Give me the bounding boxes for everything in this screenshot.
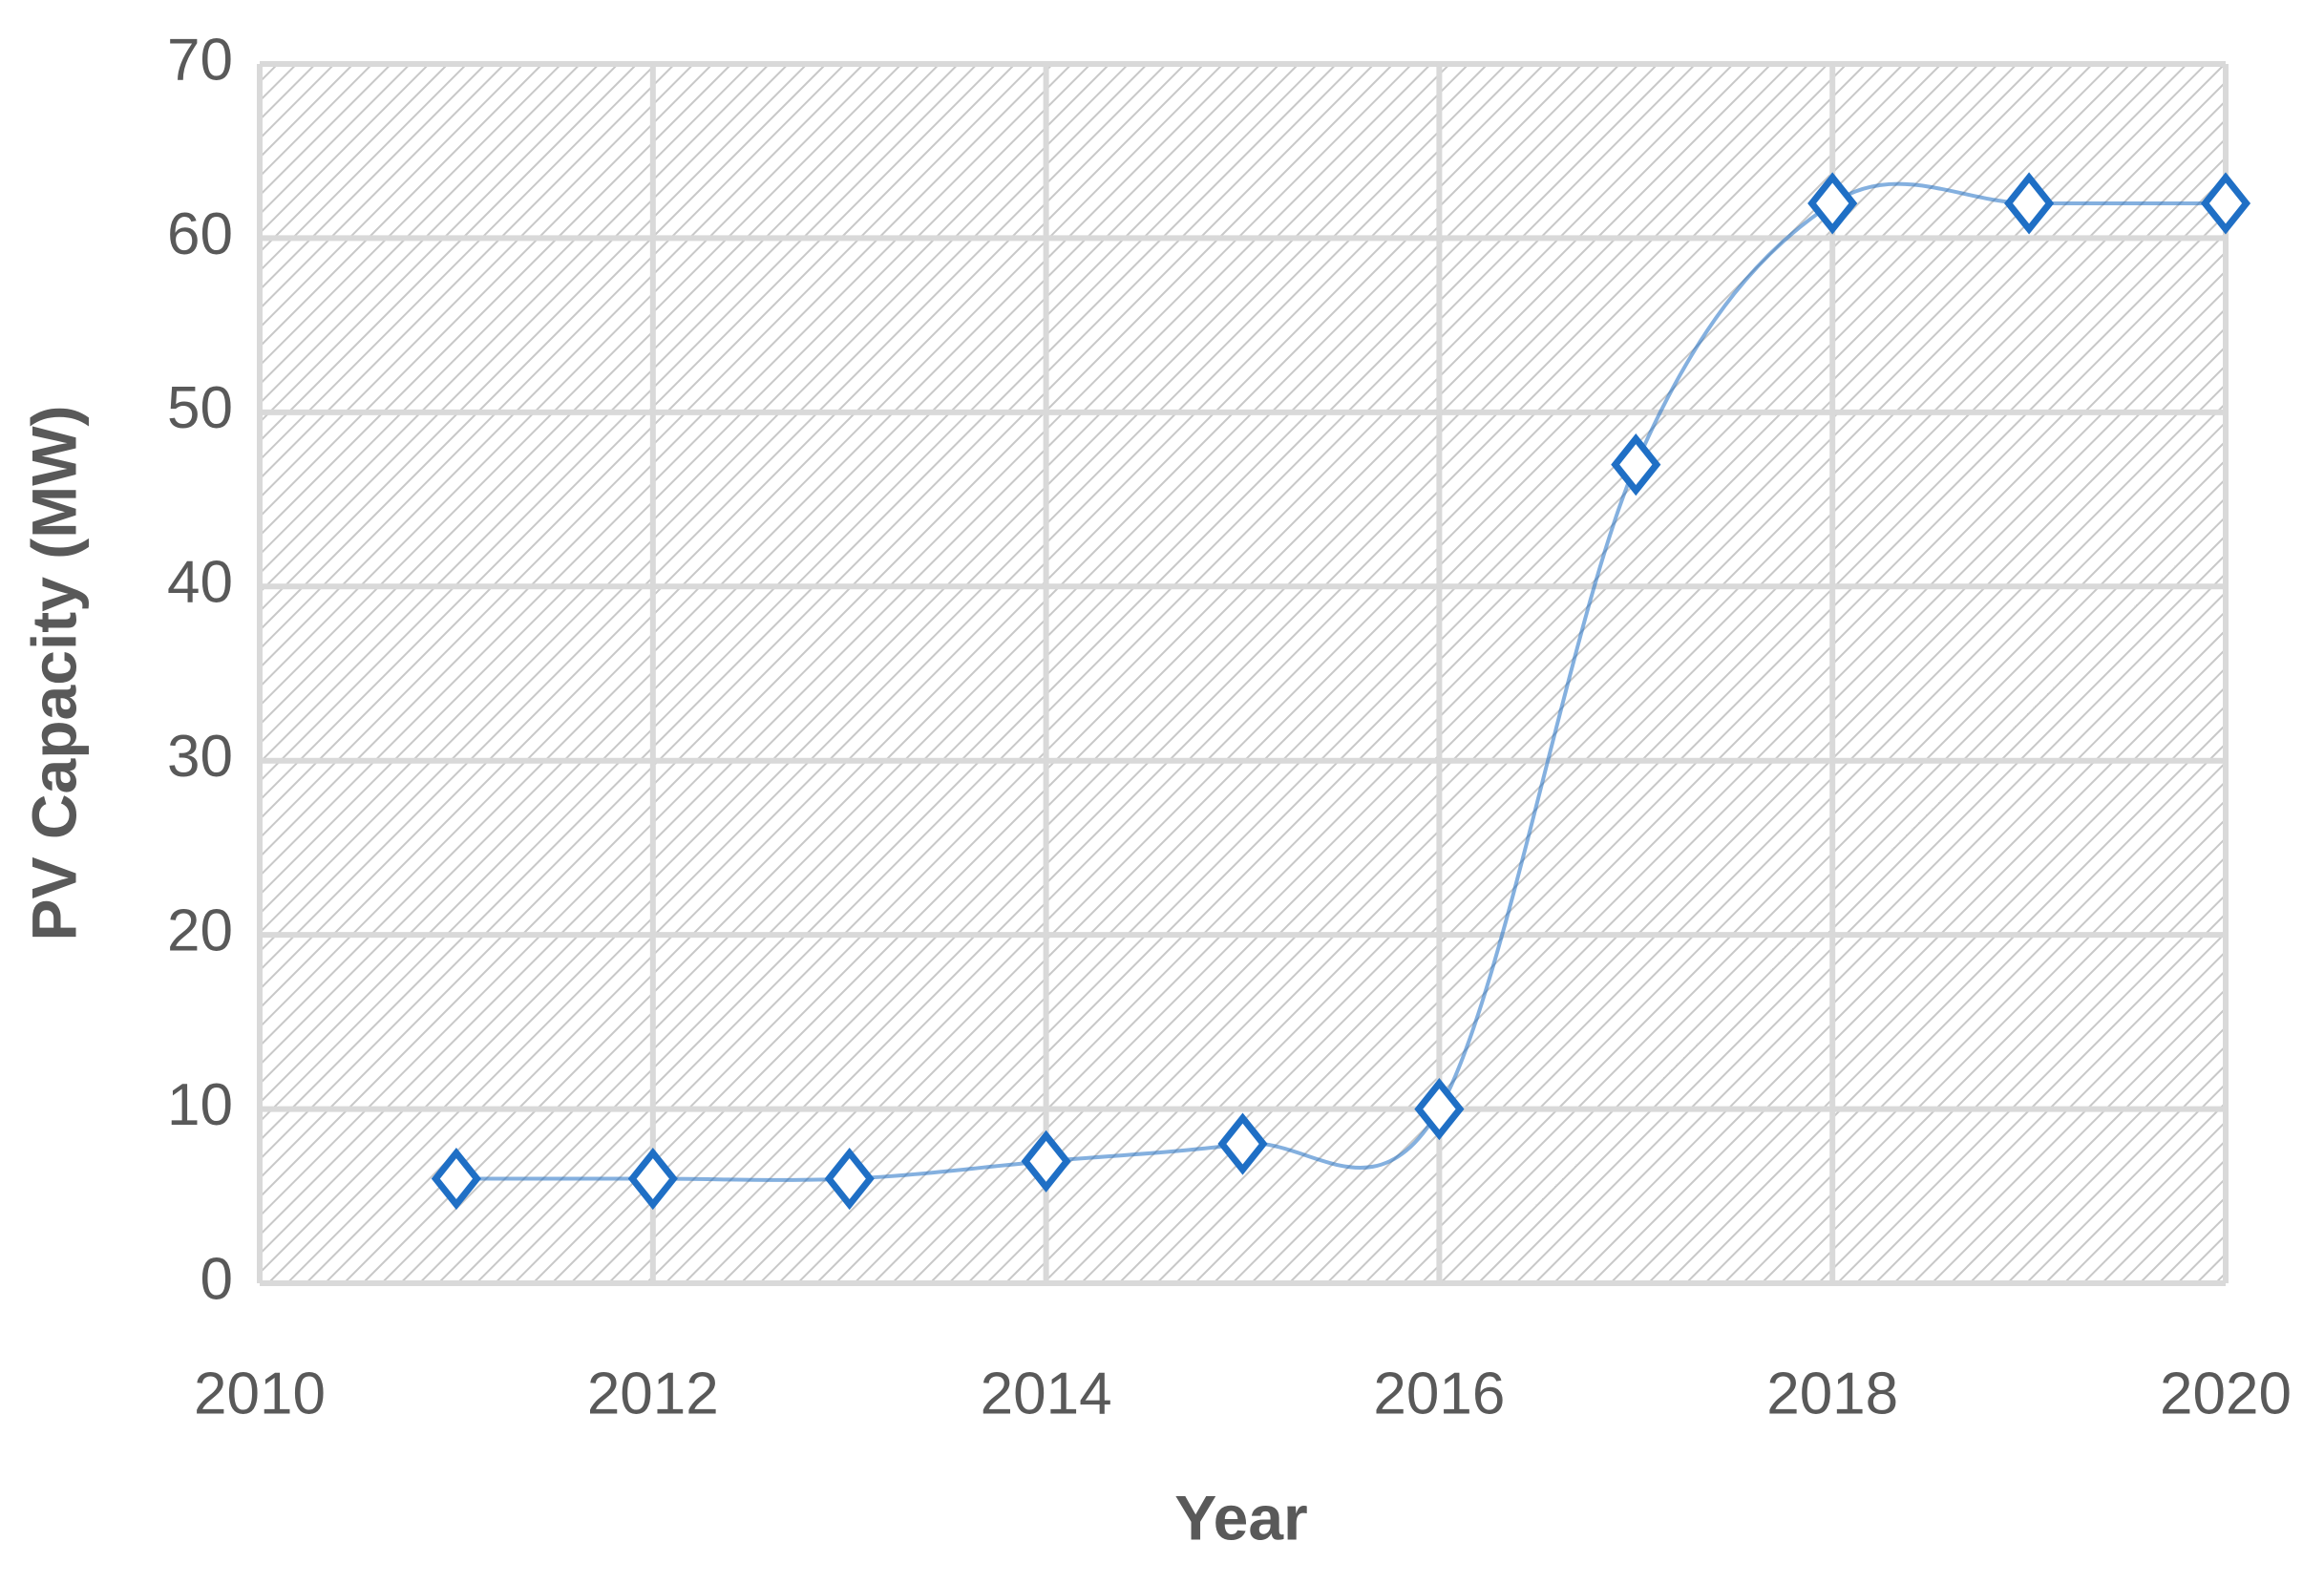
x-tick-label: 2018 (1766, 1361, 1898, 1426)
marker (2200, 172, 2251, 235)
marker (2004, 172, 2055, 235)
marker (1611, 433, 1661, 496)
y-tick-label: 10 (167, 1072, 233, 1138)
x-tick-label: 2020 (2160, 1361, 2292, 1426)
y-tick-label: 50 (167, 375, 233, 441)
y-tick-label: 60 (167, 201, 233, 267)
y-tick-label: 30 (167, 724, 233, 790)
marker (1021, 1130, 1071, 1193)
y-tick-label: 70 (167, 27, 233, 93)
marker (1414, 1077, 1465, 1141)
x-tick-label: 2010 (194, 1361, 326, 1426)
x-tick-label: 2012 (587, 1361, 719, 1426)
y-tick-label: 0 (201, 1246, 233, 1312)
y-axis-title: PV Capacity (MW) (18, 405, 89, 940)
marker (824, 1147, 875, 1211)
y-tick-label: 20 (167, 898, 233, 964)
plot-area (260, 64, 2226, 1283)
y-tick-label: 40 (167, 550, 233, 616)
marker (1217, 1112, 1268, 1175)
marker (1807, 172, 1858, 235)
marker (627, 1147, 678, 1211)
x-axis-title: Year (1174, 1482, 1307, 1552)
x-tick-label: 2016 (1373, 1361, 1505, 1426)
marker (431, 1147, 481, 1211)
x-tick-label: 2014 (981, 1361, 1112, 1426)
